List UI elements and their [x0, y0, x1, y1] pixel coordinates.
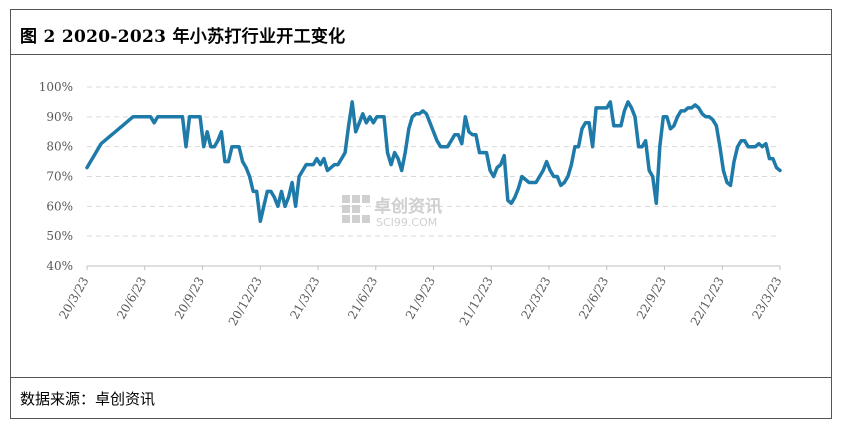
- watermark-sub-text: SCI99.COM: [376, 216, 437, 229]
- watermark-logo-icon: [342, 195, 370, 223]
- x-tick-label: 21/6/23: [345, 275, 380, 322]
- watermark-main-text: 卓创资讯: [374, 196, 442, 217]
- x-tick-label: 22/6/23: [576, 275, 611, 322]
- y-tick-label: 60%: [46, 199, 73, 213]
- x-tick-label: 20/12/23: [226, 275, 265, 329]
- x-tick-label: 23/3/23: [749, 275, 784, 322]
- x-tick-label: 21/9/23: [403, 275, 438, 322]
- y-tick-label: 80%: [46, 140, 73, 154]
- y-tick-label: 90%: [46, 110, 73, 124]
- x-tick-label: 22/9/23: [634, 275, 669, 322]
- figure-frame: [10, 9, 832, 419]
- title-bar: 图 2 2020-2023 年小苏打行业开工变化: [10, 9, 832, 55]
- x-tick-labels: 20/3/23 20/6/23 20/9/23 20/12/23 21/3/23 21/6…: [56, 275, 784, 329]
- source-bar: 数据来源：卓创资讯: [10, 377, 832, 419]
- x-tick-label: 21/12/23: [457, 275, 496, 329]
- x-tick-label: 22/12/23: [688, 275, 727, 329]
- series: [85, 100, 782, 224]
- x-tick-label: 20/9/23: [172, 275, 207, 322]
- x-tick-label: 20/6/23: [114, 275, 149, 322]
- data-source: 数据来源：卓创资讯: [20, 390, 156, 408]
- series-line: [85, 100, 782, 224]
- axes: [86, 265, 781, 270]
- y-tick-label: 100%: [39, 80, 73, 94]
- y-tick-label: 40%: [46, 259, 73, 273]
- y-tick-label: 70%: [46, 170, 73, 184]
- figure-title: 图 2 2020-2023 年小苏打行业开工变化: [20, 27, 346, 47]
- y-tick-labels: 40% 50% 60% 70% 80% 90% 100%: [39, 80, 73, 273]
- watermark: 卓创资讯 SCI99.COM: [342, 195, 442, 229]
- x-tick-label: 20/3/23: [56, 275, 91, 322]
- x-tick-label: 21/3/23: [287, 275, 322, 322]
- x-tick-label: 22/3/23: [518, 275, 553, 322]
- y-tick-label: 50%: [46, 229, 73, 243]
